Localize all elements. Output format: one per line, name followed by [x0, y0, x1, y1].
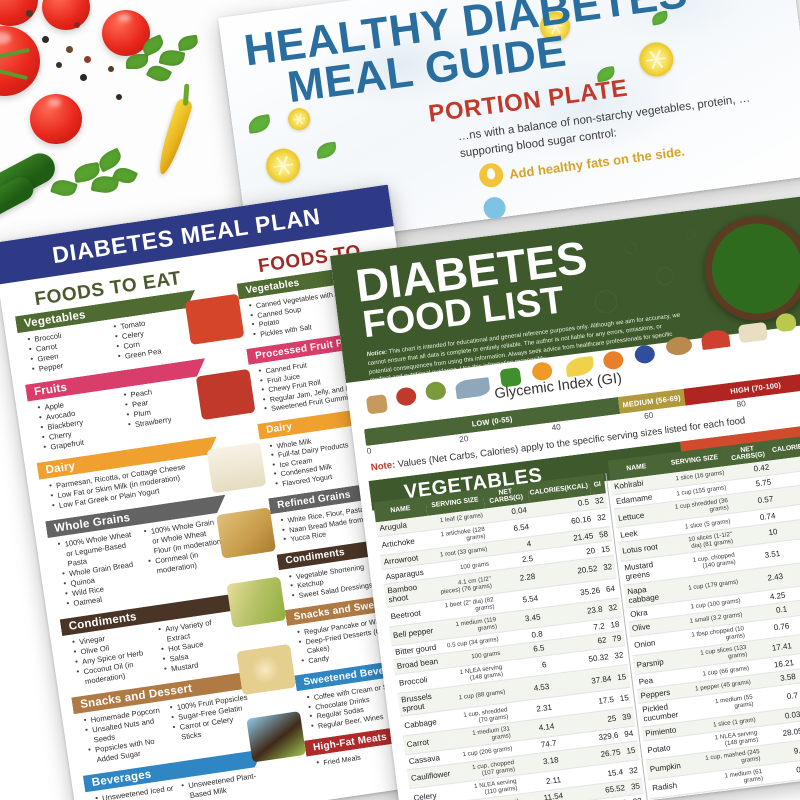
gi-tick: 80 [736, 399, 747, 410]
item-list: VinegarOlive OilAny Spice or HerbCoconut… [70, 627, 157, 688]
peppercorn-icon [74, 22, 80, 28]
peppercorn-icon [116, 94, 122, 100]
peppercorn-icon [42, 36, 49, 43]
parsley-icon [126, 34, 206, 88]
avocado-icon [424, 380, 447, 401]
nutrient-value: 39 [618, 706, 636, 728]
gi-tick: 60 [643, 410, 654, 421]
snacks-thumbnail [236, 643, 297, 696]
gi-tick: 40 [551, 422, 562, 433]
item-list: PeachPearPlumStrawberry [121, 380, 208, 441]
item-list: 100% Whole Wheat or Legume-Based PastaWh… [55, 529, 145, 610]
peppercorn-icon [66, 46, 73, 53]
chili-pepper-icon [154, 97, 194, 177]
nuts-icon [365, 394, 389, 415]
item-list: Homemade PopcornUnsalted Nuts and SeedsP… [81, 706, 168, 767]
nutrient-value: 32 [624, 759, 642, 781]
gi-tick: 20 [458, 434, 469, 445]
fish-icon [454, 377, 491, 400]
column-header: GI [588, 473, 606, 496]
peppercorn-icon [80, 74, 87, 81]
meal-plan-section: Whole Grains100% Whole Wheat or Legume-B… [45, 495, 239, 614]
peppercorn-icon [56, 62, 62, 68]
peppercorn-icon [84, 56, 91, 63]
nutrient-value: 32 [598, 555, 617, 581]
beverages-thumbnail [246, 711, 307, 763]
peppercorn-icon [26, 10, 33, 17]
tomato-icon [30, 94, 82, 144]
note-label: Note: [370, 459, 396, 474]
nutrient-value: 32 [628, 793, 646, 800]
tomato-icon [42, 0, 90, 30]
parsley-icon [50, 147, 148, 208]
item-list: 100% Fruit PopsiclesSugar-Free GelatinCa… [167, 693, 254, 754]
item-list: AppleAvocadoBlackberryCherryGrapefruit [35, 393, 122, 454]
peppercorn-icon [108, 66, 114, 72]
nutrient-value: 64 [601, 578, 620, 600]
vegetables-thumbnail [184, 293, 245, 346]
fruits-thumbnail [195, 368, 256, 421]
item-list: TomatoCeleryCornGreen Pea [111, 312, 197, 363]
item-list: Any Variety of ExtractHot SauceSalsaMust… [156, 615, 243, 676]
pumpkin-icon [602, 350, 625, 371]
tomato-icon [0, 26, 40, 96]
nutrient-value: 32 [592, 507, 611, 529]
rice-icon [737, 321, 768, 344]
nutrient-value: 32 [610, 645, 628, 667]
nutrient-value: 15 [615, 687, 633, 709]
blueberry-icon [633, 344, 656, 365]
item-list: BroccoliCarrotGreenPepper [25, 324, 111, 375]
vegetables-table-left[interactable]: NAME SERVING SIZE NET CARBS(G) CALORIES(KCA… [373, 473, 648, 800]
diabetes-food-list-card[interactable]: DIABETES FOOD LIST Notice: This chart is… [330, 193, 800, 800]
grains-thumbnail [216, 507, 277, 559]
apple-icon [395, 386, 418, 407]
nutrient-value: 15 [612, 664, 631, 690]
gi-tick: 0 [366, 446, 372, 456]
nutrient-value: 15 [622, 740, 640, 762]
condiments-thumbnail [226, 576, 287, 628]
dairy-thumbnail [206, 441, 267, 494]
nutrient-value: 32 [604, 597, 622, 619]
